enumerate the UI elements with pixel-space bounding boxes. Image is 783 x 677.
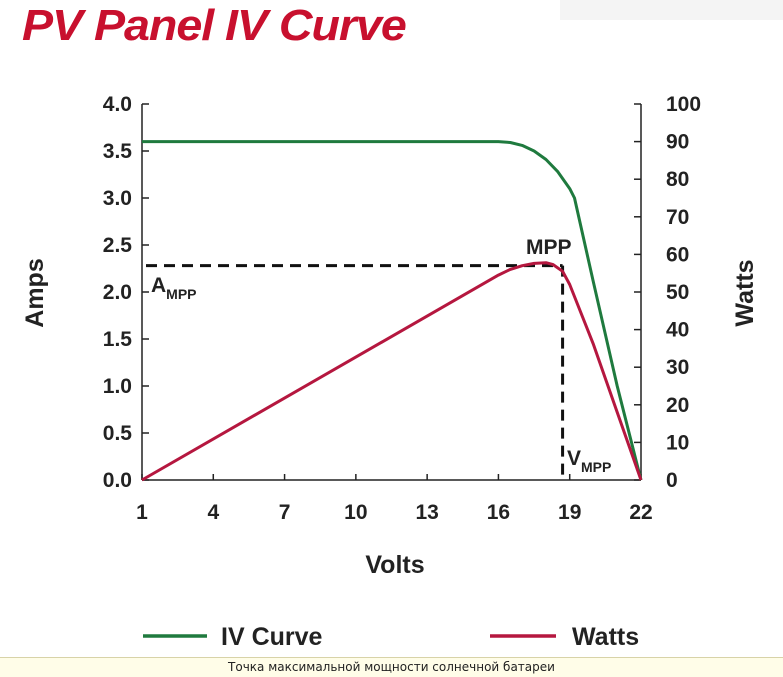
- y-tick-label: 3.5: [103, 140, 133, 163]
- y2-tick-label: 80: [666, 168, 689, 191]
- y2-tick-label: 30: [666, 356, 689, 379]
- legend: IV Curve Watts: [143, 623, 639, 651]
- v-mpp-sub: MPP: [581, 459, 611, 475]
- v-mpp-label: VMPP: [567, 447, 611, 475]
- x-axis-title: Volts: [365, 551, 424, 579]
- y2-tick-label: 40: [666, 319, 689, 342]
- chart-annotations: MPP AMPP VMPP: [151, 236, 611, 475]
- watts-curve-line: [141, 261, 643, 482]
- v-mpp-main: V: [567, 447, 581, 470]
- y2-tick-label: 100: [666, 93, 701, 116]
- x-tick-label: 4: [207, 501, 219, 524]
- chart-title: PV Panel IV Curve: [22, 1, 407, 50]
- y2-tick-label: 20: [666, 394, 689, 417]
- a-mpp-sub: MPP: [166, 286, 196, 302]
- y-axis-title: Amps: [21, 258, 49, 327]
- x-tick-label: 10: [344, 501, 367, 524]
- y2-tick-label: 60: [666, 243, 689, 266]
- y2-tick-label: 70: [666, 206, 689, 229]
- x-tick-label: 13: [415, 501, 438, 524]
- y-tick-label: 1.0: [103, 375, 132, 398]
- caption-bar: Точка максимальной мощности солнечной ба…: [0, 657, 783, 677]
- chart-series: [141, 140, 643, 482]
- y-tick-label: 2.5: [103, 234, 133, 257]
- y-tick-label: 0.5: [103, 422, 133, 445]
- mpp-guides: [146, 264, 565, 480]
- x-tick-label: 22: [629, 501, 652, 524]
- y2-tick-label: 50: [666, 281, 689, 304]
- x-axis-ticks: 1 4 7 10 13 16 19 22: [136, 474, 653, 524]
- a-mpp-label: AMPP: [151, 274, 197, 302]
- pv-iv-chart: 0.0 0.5 1.0 1.5 2.0 2.5 3.0 3.5 4.0 0 10 20 30 40 50 6…: [21, 93, 759, 651]
- legend-label-watts: Watts: [572, 623, 639, 651]
- y-tick-label: 4.0: [103, 93, 132, 116]
- y2-tick-label: 90: [666, 131, 689, 154]
- x-tick-label: 1: [136, 501, 148, 524]
- x-tick-label: 7: [279, 501, 291, 524]
- chart-axes: [141, 104, 642, 481]
- x-tick-label: 16: [487, 501, 510, 524]
- mpp-label: MPP: [526, 236, 572, 259]
- y-tick-label: 0.0: [103, 469, 132, 492]
- a-mpp-main: A: [151, 274, 166, 297]
- y-tick-label: 3.0: [103, 187, 132, 210]
- y2-tick-label: 0: [666, 469, 678, 492]
- iv-curve-line: [142, 140, 643, 481]
- y2-tick-label: 10: [666, 431, 689, 454]
- y2-axis-title: Watts: [731, 259, 759, 326]
- right-axis-ticks: 0 10 20 30 40 50 60 70 80 90 100: [634, 93, 701, 492]
- x-tick-label: 19: [558, 501, 581, 524]
- y-tick-label: 2.0: [103, 281, 132, 304]
- left-axis-ticks: 0.0 0.5 1.0 1.5 2.0 2.5 3.0 3.5 4.0: [103, 93, 149, 492]
- top-strip: [560, 0, 783, 20]
- y-tick-label: 1.5: [103, 328, 133, 351]
- legend-label-iv: IV Curve: [221, 623, 323, 651]
